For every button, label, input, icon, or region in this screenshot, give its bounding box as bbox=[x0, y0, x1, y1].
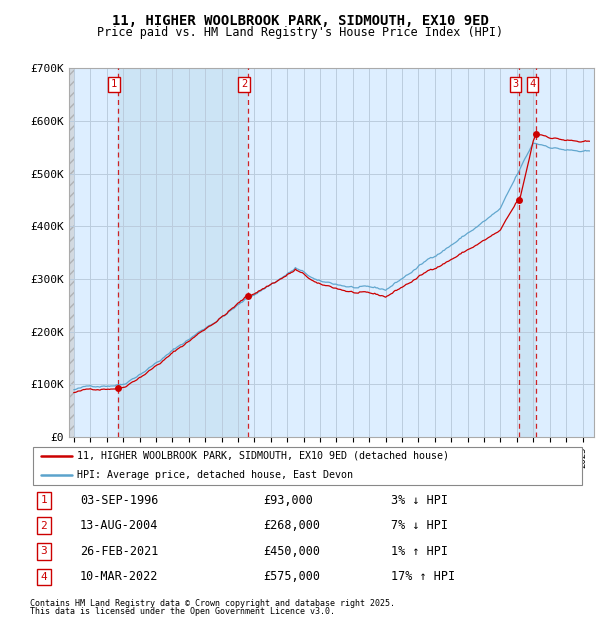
Text: 1% ↑ HPI: 1% ↑ HPI bbox=[391, 545, 448, 558]
Text: £450,000: £450,000 bbox=[263, 545, 320, 558]
Text: 03-SEP-1996: 03-SEP-1996 bbox=[80, 494, 158, 507]
Text: 11, HIGHER WOOLBROOK PARK, SIDMOUTH, EX10 9ED (detached house): 11, HIGHER WOOLBROOK PARK, SIDMOUTH, EX1… bbox=[77, 451, 449, 461]
Text: £93,000: £93,000 bbox=[263, 494, 313, 507]
Text: This data is licensed under the Open Government Licence v3.0.: This data is licensed under the Open Gov… bbox=[30, 607, 335, 616]
Text: 7% ↓ HPI: 7% ↓ HPI bbox=[391, 520, 448, 533]
Text: 3: 3 bbox=[41, 546, 47, 556]
FancyBboxPatch shape bbox=[33, 446, 582, 485]
Text: 3% ↓ HPI: 3% ↓ HPI bbox=[391, 494, 448, 507]
Text: £268,000: £268,000 bbox=[263, 520, 320, 533]
Text: Price paid vs. HM Land Registry's House Price Index (HPI): Price paid vs. HM Land Registry's House … bbox=[97, 26, 503, 39]
Text: 1: 1 bbox=[110, 79, 117, 89]
Text: 4: 4 bbox=[529, 79, 536, 89]
Bar bbox=[69, 68, 74, 437]
Bar bbox=[520, 68, 536, 437]
Text: £575,000: £575,000 bbox=[263, 570, 320, 583]
Bar bbox=[536, 68, 594, 437]
Text: 17% ↑ HPI: 17% ↑ HPI bbox=[391, 570, 455, 583]
Text: HPI: Average price, detached house, East Devon: HPI: Average price, detached house, East… bbox=[77, 471, 353, 480]
Text: 4: 4 bbox=[41, 572, 47, 582]
Text: 13-AUG-2004: 13-AUG-2004 bbox=[80, 520, 158, 533]
Text: 2: 2 bbox=[241, 79, 247, 89]
Text: Contains HM Land Registry data © Crown copyright and database right 2025.: Contains HM Land Registry data © Crown c… bbox=[30, 598, 395, 608]
Bar bbox=[69, 68, 118, 437]
Text: 26-FEB-2021: 26-FEB-2021 bbox=[80, 545, 158, 558]
Bar bbox=[118, 68, 248, 437]
Text: 11, HIGHER WOOLBROOK PARK, SIDMOUTH, EX10 9ED: 11, HIGHER WOOLBROOK PARK, SIDMOUTH, EX1… bbox=[112, 14, 488, 29]
Text: 1: 1 bbox=[41, 495, 47, 505]
Text: 2: 2 bbox=[41, 521, 47, 531]
Bar bbox=[248, 68, 520, 437]
Text: 10-MAR-2022: 10-MAR-2022 bbox=[80, 570, 158, 583]
Text: 3: 3 bbox=[512, 79, 518, 89]
